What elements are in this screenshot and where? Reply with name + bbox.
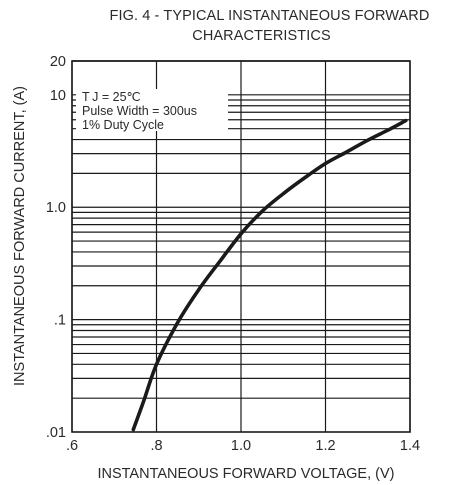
x-tick-label: 1.0 bbox=[231, 438, 251, 454]
x-tick-label: .6 bbox=[66, 438, 78, 454]
forward-characteristic-curve bbox=[131, 118, 408, 432]
x-tick-label: 1.4 bbox=[400, 438, 420, 454]
y-tick-label: 10 bbox=[50, 88, 66, 104]
y-tick-label: 20 bbox=[50, 54, 66, 70]
plot-frame bbox=[71, 60, 411, 433]
x-tick-label: .8 bbox=[150, 438, 162, 454]
y-tick-label: 1.0 bbox=[46, 200, 66, 216]
conditions-annotation: T J = 25℃ Pulse Width = 300us 1% Duty Cy… bbox=[76, 89, 228, 132]
chart-subtitle: CHARACTERISTICS bbox=[192, 28, 331, 44]
y-tick-label: .01 bbox=[46, 425, 66, 441]
chart-title: FIG. 4 - TYPICAL INSTANTANEOUS FORWARD bbox=[109, 8, 430, 24]
x-tick-label: 1.2 bbox=[315, 438, 335, 454]
y-tick-label: .1 bbox=[54, 313, 66, 329]
y-axis-label: INSTANTANEOUS FORWARD CURRENT, (A) bbox=[12, 86, 28, 386]
annotation-pulse-width: Pulse Width = 300us bbox=[82, 104, 197, 118]
annotation-duty-cycle: 1% Duty Cycle bbox=[82, 118, 164, 132]
x-axis-label: INSTANTANEOUS FORWARD VOLTAGE, (V) bbox=[97, 466, 394, 482]
annotation-junction-temperature: T J = 25℃ bbox=[82, 90, 141, 104]
